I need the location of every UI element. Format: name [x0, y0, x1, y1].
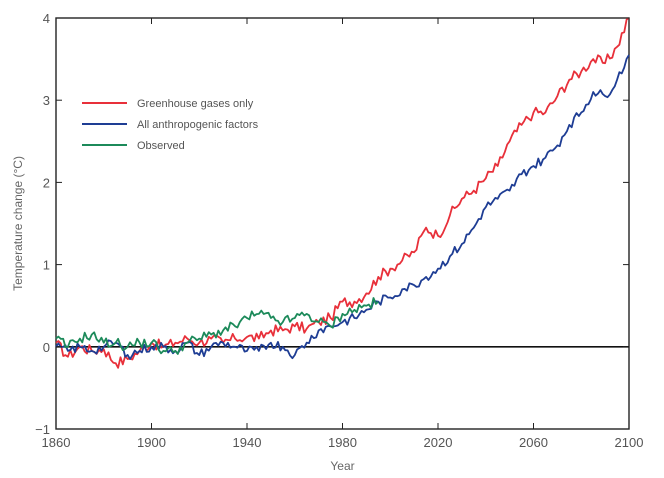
x-tick-label: 2100 — [615, 435, 644, 450]
x-axis-title: Year — [330, 459, 354, 473]
x-tick-label: 2020 — [424, 435, 453, 450]
series-line-2 — [55, 54, 630, 360]
x-tick-label: 1980 — [328, 435, 357, 450]
legend-label-2: All anthropogenic factors — [137, 119, 259, 131]
y-axis-title: Temperature change (°C) — [11, 156, 25, 291]
plot-area-frame — [55, 17, 630, 430]
x-tick-label: 2060 — [519, 435, 548, 450]
legend-label-1: Greenhouse gases only — [137, 98, 254, 110]
x-tick-label: 1860 — [42, 435, 71, 450]
y-tick-label: 1 — [43, 258, 50, 273]
legend-label-3: Observed — [137, 140, 185, 152]
series-line-3 — [55, 297, 379, 355]
y-tick-label: 3 — [43, 93, 50, 108]
x-tick-label: 1900 — [137, 435, 166, 450]
y-tick-label: 4 — [43, 11, 50, 26]
y-tick-label: −1 — [35, 422, 50, 437]
y-tick-label: 2 — [43, 175, 50, 190]
x-tick-label: 1940 — [233, 435, 262, 450]
y-tick-label: 0 — [43, 340, 50, 355]
legend: Greenhouse gases only All anthropogenic f… — [82, 98, 259, 152]
